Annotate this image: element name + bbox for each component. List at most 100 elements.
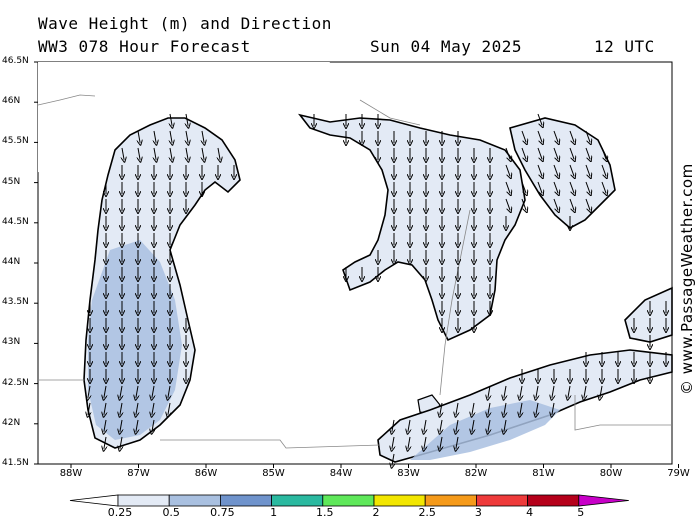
wave-arrow <box>537 147 542 159</box>
wave-arrow <box>488 402 490 415</box>
scale-label: 2.5 <box>418 506 436 519</box>
wave-arrow <box>392 436 394 449</box>
lat-label: 44N <box>2 257 21 267</box>
wave-arrow <box>440 419 442 432</box>
wave-arrow <box>600 385 602 398</box>
lat-label: 46.5N <box>2 56 29 66</box>
wave-arrow <box>424 436 426 449</box>
scale-segment <box>527 494 580 507</box>
wave-arrow <box>552 402 554 415</box>
map-title: Wave Height (m) and Direction <box>38 14 332 33</box>
lon-label: 84W <box>329 468 353 479</box>
scale-label: 0.25 <box>107 506 133 519</box>
wave-arrow <box>408 436 410 449</box>
wave-arrow <box>569 130 574 142</box>
wave-arrow <box>104 402 106 415</box>
wave-arrow <box>170 147 172 160</box>
lat-label: 42N <box>2 417 21 428</box>
lat-label: 41.5N <box>2 458 29 468</box>
wave-arrow <box>456 436 458 449</box>
scale-segment <box>322 494 375 507</box>
wave-direction-arrows <box>88 113 666 466</box>
wave-arrow <box>585 181 590 193</box>
wave-arrow <box>392 419 394 432</box>
lon-label: 86W <box>194 468 218 479</box>
wave-arrow <box>601 147 606 159</box>
wave-arrow <box>154 147 156 160</box>
lat-label: 42.5N <box>2 377 29 388</box>
wave-arrow <box>569 198 574 210</box>
color-scale <box>69 494 629 507</box>
forecast-time: 12 UTC <box>594 37 655 56</box>
lon-label: 82W <box>464 468 488 479</box>
wave-arrow <box>408 419 410 432</box>
scale-segment <box>168 494 221 507</box>
wave-arrow <box>505 164 510 176</box>
lat-label: 46N <box>2 96 21 107</box>
wave-arrow <box>505 147 510 159</box>
lon-label: 83W <box>397 468 420 479</box>
lon-label: 88W <box>59 468 83 479</box>
lat-label: 44.5N <box>2 216 29 227</box>
wave-arrow <box>88 402 90 415</box>
wave-arrow <box>218 147 220 160</box>
wave-arrow <box>136 385 138 398</box>
wave-arrow <box>521 198 526 210</box>
wave-arrow <box>488 419 490 432</box>
scale-segment <box>271 494 324 507</box>
lat-label: 45N <box>2 176 21 187</box>
wave-arrow <box>154 130 156 143</box>
wave-arrow <box>392 453 394 466</box>
wave-arrow <box>504 385 506 398</box>
wave-arrow <box>553 164 558 176</box>
wave-arrow <box>537 113 542 125</box>
wave-arrow <box>186 130 188 143</box>
political-borders <box>37 94 672 449</box>
wave-arrow <box>553 181 558 193</box>
wave-arrow <box>536 385 538 398</box>
scale-label: 5 <box>577 506 585 519</box>
wave-arrow <box>136 402 138 415</box>
wave-arrow <box>585 147 590 159</box>
wave-arrow <box>472 402 474 415</box>
wave-arrow <box>568 385 570 398</box>
credit-text: © www.PassageWeather.com <box>678 163 696 395</box>
wave-arrow <box>104 436 106 449</box>
wave-arrow <box>553 198 558 210</box>
wave-arrow <box>472 419 474 432</box>
wave-arrow <box>104 385 106 398</box>
wave-arrow <box>569 164 574 176</box>
wave-arrow <box>521 130 526 142</box>
wave-arrow <box>537 181 542 193</box>
wave-arrow <box>585 198 590 210</box>
wave-arrow <box>440 436 442 449</box>
wave-arrow <box>553 130 558 142</box>
wave-arrow <box>120 402 122 415</box>
wave-arrow <box>601 164 606 176</box>
scale-label: 1 <box>270 506 278 519</box>
wave-arrow <box>521 147 526 159</box>
scale-label: 0.5 <box>162 506 180 519</box>
wave-arrow <box>569 181 574 193</box>
wave-arrow <box>120 436 122 449</box>
scale-label: 2 <box>372 506 380 519</box>
scale-label: 3 <box>474 506 482 519</box>
wave-arrow <box>553 147 558 159</box>
wave-arrow <box>488 385 490 398</box>
lon-label: 79W <box>667 468 690 479</box>
wave-arrow <box>168 402 170 415</box>
wave-arrow <box>122 147 124 160</box>
lake-superior <box>38 62 330 188</box>
scale-segment <box>373 494 426 507</box>
lon-label: 81W <box>532 468 555 479</box>
wave-arrow <box>521 181 526 193</box>
wave-arrow <box>138 147 140 160</box>
wave-arrow <box>186 147 188 160</box>
wave-arrow <box>120 385 122 398</box>
axis-ticks <box>34 61 679 468</box>
wave-arrow <box>152 385 154 398</box>
lon-label: 87W <box>127 468 150 479</box>
lat-label: 45.5N <box>2 136 29 147</box>
scale-label: 1.5 <box>316 506 334 519</box>
scale-label: 4 <box>526 506 534 519</box>
